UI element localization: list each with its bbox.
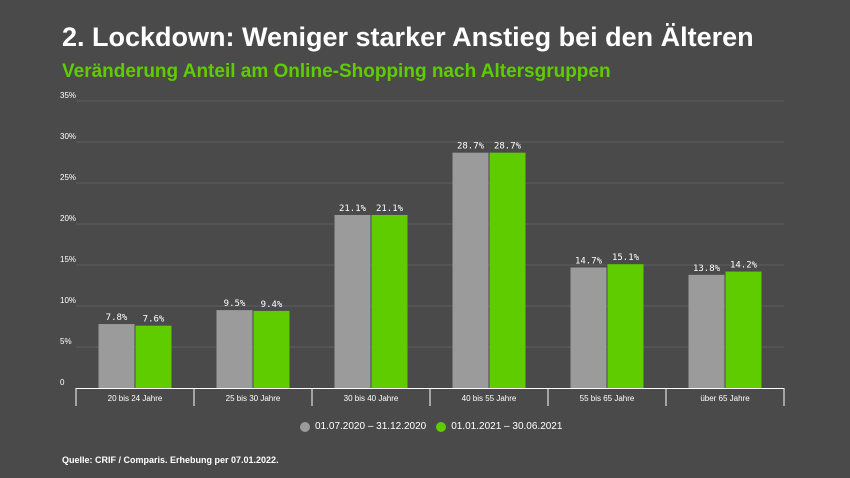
bar-series-2: [253, 310, 290, 388]
bar-series-1: [98, 324, 135, 388]
chart-subtitle: Veränderung Anteil am Online-Shopping na…: [62, 61, 611, 82]
y-tick-label: 25%: [60, 173, 76, 182]
data-label: 28.7%: [494, 142, 522, 152]
bar-series-2: [607, 264, 644, 388]
data-label: 7.6%: [143, 315, 165, 325]
y-tick-label: 20%: [60, 214, 76, 223]
data-label: 21.1%: [376, 204, 404, 214]
bar-series-2: [489, 152, 526, 388]
y-tick-label: 30%: [60, 132, 76, 141]
chart-title: 2. Lockdown: Weniger starker Anstieg bei…: [62, 22, 754, 52]
data-label: 7.8%: [106, 313, 128, 323]
x-tick-label: 55 bis 65 Jahre: [580, 394, 635, 403]
data-label: 28.7%: [457, 142, 485, 152]
legend-item-series-2: 01.01.2021 – 30.06.2021: [436, 421, 562, 432]
bar-series-2: [135, 325, 172, 388]
data-label: 15.1%: [612, 253, 640, 263]
bar-series-1: [452, 152, 489, 388]
bar-series-2: [371, 214, 408, 388]
bar-series-2: [725, 271, 762, 388]
data-label: 21.1%: [339, 204, 367, 214]
legend-label-series-1: 01.07.2020 – 31.12.2020: [315, 421, 427, 432]
x-tick-label: 20 bis 24 Jahre: [108, 394, 163, 403]
legend-dot-series-2: [436, 421, 447, 432]
y-tick-label: 0: [60, 378, 65, 387]
y-tick-label: 5%: [60, 337, 72, 346]
bar-series-1: [570, 267, 607, 388]
data-label: 13.8%: [693, 264, 721, 274]
bar-series-1: [334, 214, 371, 388]
x-tick-label: 40 bis 55 Jahre: [462, 394, 517, 403]
legend-label-series-2: 01.01.2021 – 30.06.2021: [451, 421, 563, 432]
bar-series-1: [216, 310, 253, 388]
x-tick-label: über 65 Jahre: [700, 394, 750, 403]
data-label: 14.2%: [730, 261, 758, 271]
data-label: 14.7%: [575, 256, 603, 266]
legend-item-series-1: 01.07.2020 – 31.12.2020: [300, 421, 426, 432]
data-label: 9.5%: [224, 299, 246, 309]
x-tick-label: 25 bis 30 Jahre: [226, 394, 281, 403]
data-label: 9.4%: [261, 300, 283, 310]
y-tick-label: 35%: [60, 91, 76, 100]
x-tick-label: 30 bis 40 Jahre: [344, 394, 399, 403]
y-tick-label: 15%: [60, 255, 76, 264]
legend-dot-series-1: [300, 421, 310, 432]
source-note: Quelle: CRIF / Comparis. Erhebung per 07…: [62, 455, 279, 465]
bar-series-1: [688, 274, 725, 388]
y-tick-label: 10%: [60, 296, 76, 305]
legend: 01.07.2020 – 31.12.2020 01.01.2021 – 30.…: [300, 421, 562, 432]
